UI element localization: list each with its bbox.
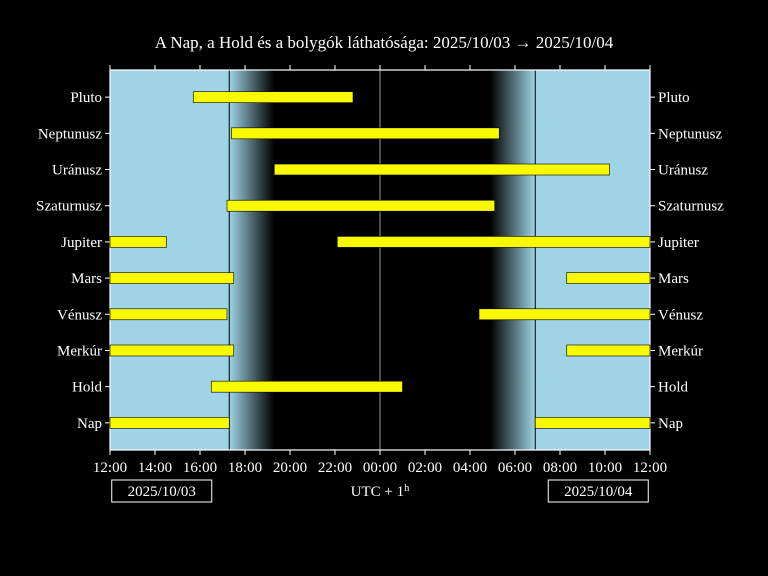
x-tick-label: 14:00	[138, 460, 172, 476]
visibility-bar	[567, 345, 650, 356]
visibility-bar	[232, 128, 500, 139]
body-label-right: Szaturnusz	[658, 199, 724, 215]
night	[274, 70, 490, 450]
body-label-left: Merkúr	[57, 343, 102, 359]
chart-title: A Nap, a Hold és a bolygók láthatósága: …	[155, 33, 614, 52]
body-label-right: Pluto	[658, 90, 690, 106]
body-label-left: Szaturnusz	[36, 199, 102, 215]
visibility-bar	[110, 236, 166, 247]
x-tick-label: 22:00	[318, 460, 352, 476]
body-label-left: Uránusz	[52, 163, 102, 179]
body-label-right: Jupiter	[658, 235, 699, 251]
svg-text:2025/10/04: 2025/10/04	[564, 484, 633, 500]
body-label-left: Mars	[71, 271, 102, 287]
visibility-bar	[274, 164, 609, 175]
body-label-right: Uránusz	[658, 163, 708, 179]
x-tick-label: 10:00	[588, 460, 622, 476]
timezone-label: UTC + 1h	[351, 483, 410, 501]
visibility-bar	[567, 273, 650, 284]
visibility-bar	[337, 236, 650, 247]
body-label-left: Nap	[77, 416, 102, 432]
visibility-bar	[110, 273, 234, 284]
twilight-evening	[229, 70, 274, 450]
body-label-right: Nap	[658, 416, 683, 432]
body-label-left: Vénusz	[57, 307, 102, 323]
x-tick-label: 08:00	[543, 460, 577, 476]
body-label-left: Hold	[72, 380, 103, 396]
visibility-bar	[110, 417, 229, 428]
body-label-right: Hold	[658, 380, 689, 396]
x-tick-label: 04:00	[453, 460, 487, 476]
visibility-bar	[479, 309, 650, 320]
visibility-bar	[535, 417, 650, 428]
visibility-bar	[211, 381, 402, 392]
body-label-left: Jupiter	[61, 235, 102, 251]
body-label-right: Mars	[658, 271, 689, 287]
body-label-right: Neptunusz	[658, 126, 722, 142]
visibility-chart: A Nap, a Hold és a bolygók láthatósága: …	[0, 0, 768, 576]
x-tick-label: 02:00	[408, 460, 442, 476]
visibility-bar	[110, 345, 234, 356]
x-tick-label: 12:00	[93, 460, 127, 476]
daylight-evening	[110, 70, 229, 450]
x-tick-label: 18:00	[228, 460, 262, 476]
x-tick-label: 20:00	[273, 460, 307, 476]
x-tick-label: 12:00	[633, 460, 667, 476]
body-label-right: Vénusz	[658, 307, 703, 323]
x-tick-label: 06:00	[498, 460, 532, 476]
x-tick-label: 00:00	[363, 460, 397, 476]
svg-text:2025/10/03: 2025/10/03	[128, 484, 196, 500]
body-label-right: Merkúr	[658, 343, 703, 359]
visibility-bar	[227, 200, 495, 211]
x-tick-label: 16:00	[183, 460, 217, 476]
body-label-left: Pluto	[70, 90, 102, 106]
visibility-bar	[110, 309, 227, 320]
body-label-left: Neptunusz	[38, 126, 102, 142]
daylight-morning	[535, 70, 650, 450]
visibility-bar	[193, 92, 353, 103]
twilight-morning	[490, 70, 535, 450]
